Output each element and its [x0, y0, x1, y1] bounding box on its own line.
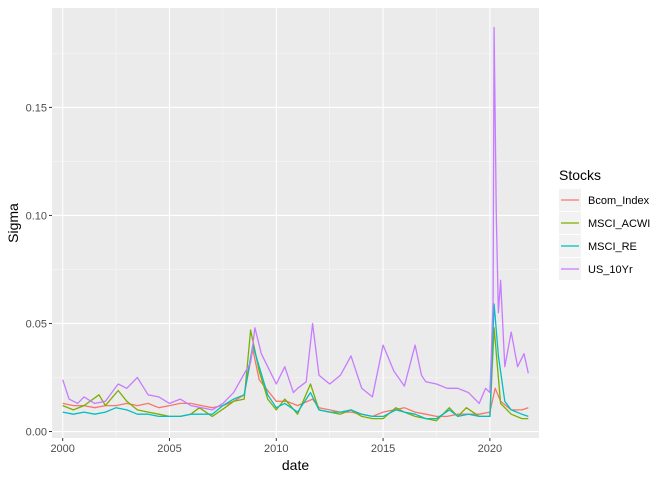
x-axis-title: date	[282, 457, 309, 473]
series-line-msci-re	[62, 303, 529, 420]
major-gridlines	[52, 8, 539, 438]
minor-gridlines	[52, 8, 539, 438]
x-tick-label: 2015	[371, 443, 395, 455]
legend-label: US_10Yr	[588, 264, 633, 276]
y-tick-label: 0.15	[26, 102, 47, 114]
x-tick-label: 2020	[478, 443, 502, 455]
legend-title: Stocks	[559, 167, 601, 183]
y-axis-ticks: 0.00 0.05 0.10 0.15	[26, 102, 52, 439]
series-line-msci-acwi	[62, 327, 529, 422]
series-layer	[62, 26, 529, 422]
y-tick-label: 0.00	[26, 427, 47, 439]
legend-label: MSCI_RE	[588, 241, 637, 253]
x-tick-label: 2005	[157, 443, 181, 455]
y-axis-title: Sigma	[5, 203, 21, 243]
y-tick-label: 0.05	[26, 318, 47, 330]
x-axis-ticks: 2000 2005 2010 2015 2020	[50, 438, 502, 455]
series-line-us-10yr	[62, 26, 529, 411]
legend: Stocks Bcom_Index MSCI_ACWI MSCI_RE US_10Yr	[559, 167, 650, 280]
legend-entries: Bcom_Index MSCI_ACWI MSCI_RE US_10Yr	[559, 189, 650, 280]
legend-label: Bcom_Index	[588, 195, 650, 207]
x-tick-label: 2000	[50, 443, 74, 455]
series-line-bcom-index	[62, 348, 529, 418]
plot-panel	[52, 8, 539, 438]
x-tick-label: 2010	[264, 443, 288, 455]
legend-label: MSCI_ACWI	[588, 218, 650, 230]
y-tick-label: 0.10	[26, 210, 47, 222]
